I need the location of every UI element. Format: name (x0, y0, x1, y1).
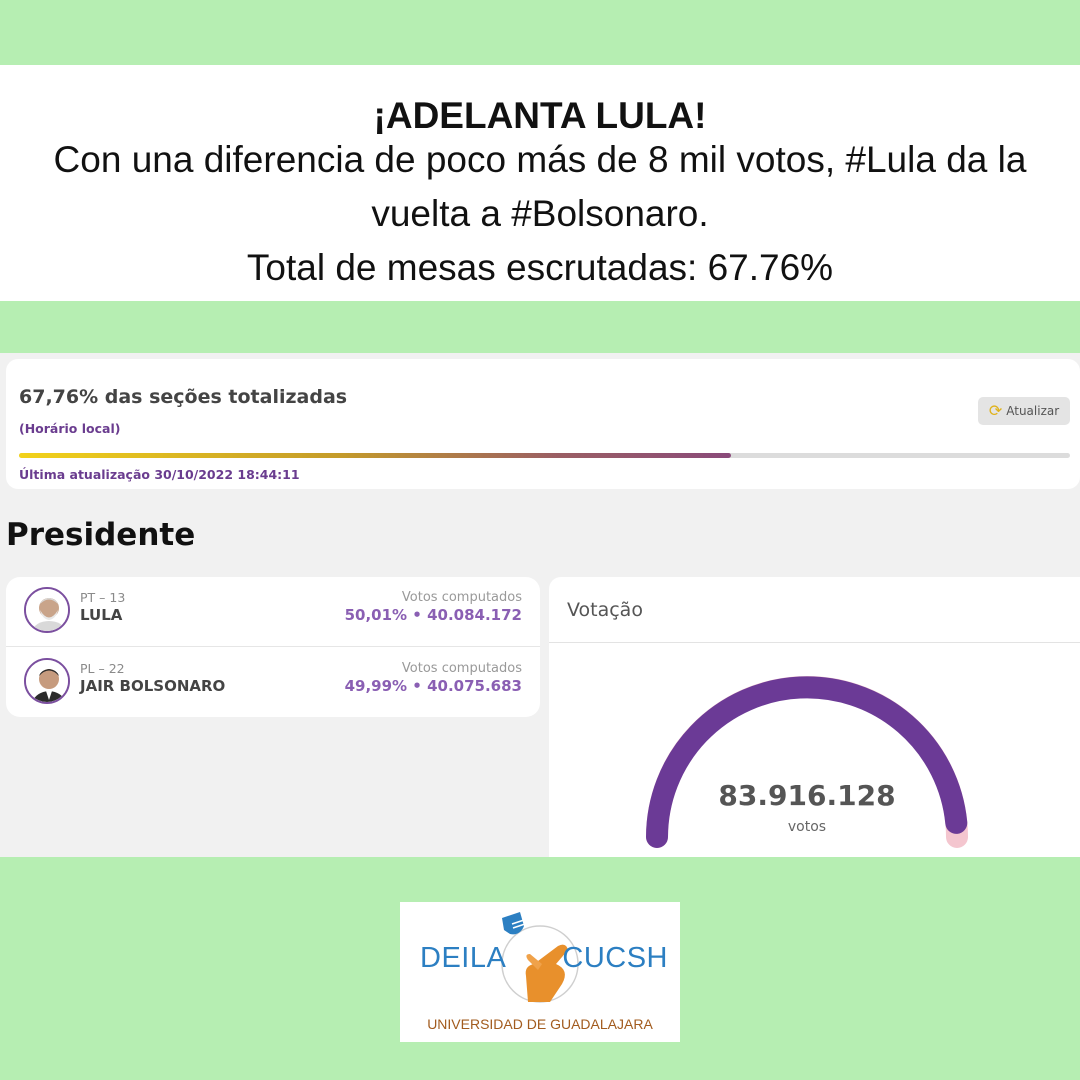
refresh-label: Atualizar (1006, 404, 1060, 418)
candidate-party: PL – 22 (80, 661, 125, 676)
total-votes: 83.916.128 (718, 779, 896, 812)
avatar-lula-icon (26, 589, 68, 631)
votes-label: Votos computados (401, 590, 522, 605)
divider (549, 642, 1080, 643)
candidate-party: PT – 13 (80, 590, 126, 605)
candidate-name: LULA (80, 606, 123, 624)
avatar (24, 587, 70, 633)
votes-value: 49,99% • 40.075.683 (344, 677, 522, 695)
votes-gauge (646, 676, 968, 848)
candidate-row[interactable]: PT – 13 LULA Votos computados 50,01% • 4… (6, 577, 540, 647)
candidate-name: JAIR BOLSONARO (80, 677, 226, 695)
votacao-card: Votação 83.916.128 votos (549, 577, 1080, 857)
votacao-title: Votação (567, 599, 643, 621)
hand-sign-logo-icon (501, 912, 579, 1003)
local-time-label: (Horário local) (19, 421, 121, 436)
sections-totalized: 67,76% das seções totalizadas (19, 386, 348, 408)
status-card: 67,76% das seções totalizadas (Horário l… (6, 359, 1080, 489)
logo-text-deila: DEILA (420, 942, 507, 974)
gauge-track (646, 676, 968, 848)
refresh-icon: ⟳ (988, 401, 1003, 420)
headline-body: Con una diferencia de poco más de 8 mil … (53, 139, 1027, 234)
headline-box: ¡ADELANTA LULA! Con una diferencia de po… (0, 65, 1080, 301)
logo-text-cucsh: CUCSH (562, 942, 668, 974)
headline-title: ¡ADELANTA LULA! (373, 95, 707, 136)
votes-label: Votos computados (401, 661, 522, 676)
candidates-card: PT – 13 LULA Votos computados 50,01% • 4… (6, 577, 540, 717)
candidate-row[interactable]: PL – 22 JAIR BOLSONARO Votos computados … (6, 648, 540, 718)
last-update: Última atualização 30/10/2022 18:44:11 (19, 467, 300, 482)
gauge-fill (646, 676, 968, 848)
votes-value: 50,01% • 40.084.172 (344, 606, 522, 624)
logo-university: UNIVERSIDAD DE GUADALAJARA (427, 1016, 653, 1032)
section-title: Presidente (6, 517, 196, 553)
votes-unit: votos (787, 819, 827, 835)
refresh-button[interactable]: ⟳ Atualizar (978, 397, 1070, 425)
headline-total: Total de mesas escrutadas: 67.76% (246, 247, 834, 288)
progress-fill (19, 453, 732, 458)
progress-bar (19, 453, 1070, 458)
avatar-bolsonaro-icon (26, 660, 68, 702)
avatar (24, 658, 70, 704)
results-panel: 67,76% das seções totalizadas (Horário l… (0, 353, 1080, 857)
deila-cucsh-logo: DEILA CUCSH UNIVERSIDAD DE GUADALAJARA (400, 902, 680, 1042)
